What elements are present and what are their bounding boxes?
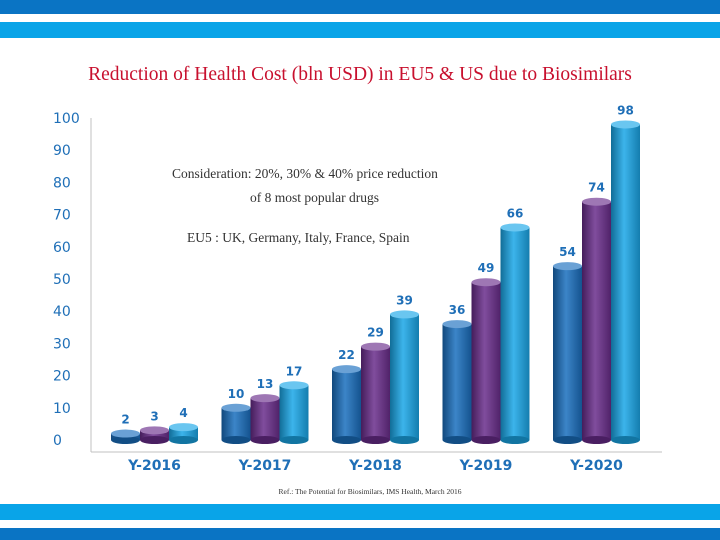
x-category-label: Y-2017 <box>238 458 292 474</box>
bar-base <box>111 436 140 444</box>
bar-base <box>361 436 390 444</box>
bar-y-2018-2 <box>361 346 390 440</box>
bar-y-2017-3 <box>279 385 309 440</box>
data-label: 98 <box>617 103 634 117</box>
y-tick-label: 90 <box>53 143 71 159</box>
y-tick-label: 100 <box>53 111 80 127</box>
bar-base <box>553 436 582 444</box>
data-label: 4 <box>179 406 187 420</box>
x-category-label: Y-2016 <box>127 458 181 474</box>
note-eu5-countries: EU5 : UK, Germany, Italy, France, Spain <box>187 230 410 245</box>
data-label: 29 <box>367 326 384 340</box>
bar-base <box>140 436 169 444</box>
bar-top-cap <box>111 429 140 438</box>
bar-y-2019-2 <box>471 282 501 440</box>
chart-title: Reduction of Health Cost (bln USD) in EU… <box>88 64 632 85</box>
bar-base <box>390 436 419 444</box>
bar-top-cap <box>361 342 390 351</box>
bar-base <box>611 436 640 444</box>
bar-y-2017-1 <box>221 407 251 440</box>
data-label: 3 <box>150 409 158 423</box>
bar-base <box>250 436 280 444</box>
y-tick-label: 10 <box>53 401 71 417</box>
bottom-band-light <box>0 504 720 520</box>
bar-top-cap <box>279 381 309 390</box>
bar-y-2017-2 <box>250 398 280 440</box>
bar-top-cap <box>332 365 361 374</box>
data-label: 74 <box>588 181 605 195</box>
data-label: 10 <box>228 387 245 401</box>
bar-top-cap <box>582 197 611 206</box>
y-tick-label: 50 <box>53 272 71 288</box>
data-label: 17 <box>286 364 303 378</box>
bar-base <box>221 436 251 444</box>
y-tick-label: 40 <box>53 304 71 320</box>
note-drugs: of 8 most popular drugs <box>250 190 379 205</box>
y-tick-label: 70 <box>53 208 71 224</box>
bar-top-cap <box>442 320 472 329</box>
bar-base <box>332 436 361 444</box>
bar-y-2020-1 <box>553 266 582 440</box>
bar-top-cap <box>390 310 419 319</box>
bar-y-2019-3 <box>500 227 530 440</box>
bar-top-cap <box>553 262 582 271</box>
data-label: 13 <box>257 377 274 391</box>
note-consideration: Consideration: 20%, 30% & 40% price redu… <box>172 166 438 181</box>
bar-y-2020-3 <box>611 124 640 440</box>
data-label: 66 <box>507 206 524 220</box>
bar-y-2018-1 <box>332 369 361 440</box>
x-category-label: Y-2018 <box>348 458 402 474</box>
bar-y-2020-2 <box>582 201 611 440</box>
x-category-label: Y-2019 <box>459 458 513 474</box>
y-tick-label: 30 <box>53 336 71 352</box>
bottom-band-dark <box>0 528 720 540</box>
bar-top-cap <box>611 120 640 129</box>
y-tick-label: 20 <box>53 369 71 385</box>
bar-base <box>582 436 611 444</box>
bar-base <box>442 436 472 444</box>
bar-base <box>279 436 309 444</box>
bar-top-cap <box>169 423 198 432</box>
x-category-label: Y-2020 <box>569 458 623 474</box>
bar-top-cap <box>471 278 501 287</box>
reference-note: Ref.: The Potential for Biosimilars, IMS… <box>278 487 462 496</box>
bar-top-cap <box>250 394 280 403</box>
bar-y-2018-3 <box>390 314 419 440</box>
bar-top-cap <box>221 403 251 412</box>
data-label: 2 <box>121 413 129 427</box>
y-tick-label: 0 <box>53 433 62 449</box>
data-label: 54 <box>559 245 576 259</box>
y-tick-label: 80 <box>53 175 71 191</box>
bar-top-cap <box>500 223 530 232</box>
data-label: 36 <box>449 303 466 317</box>
data-label: 49 <box>478 261 495 275</box>
bar-base <box>471 436 501 444</box>
data-label: 22 <box>338 348 355 362</box>
y-tick-label: 60 <box>53 240 71 256</box>
top-band-light <box>0 22 720 38</box>
data-label: 39 <box>396 293 413 307</box>
bar-base <box>169 436 198 444</box>
bar-top-cap <box>140 426 169 435</box>
bar-y-2019-1 <box>442 324 472 440</box>
bar-base <box>500 436 530 444</box>
top-band-dark <box>0 0 720 14</box>
bar-y-2016-2 <box>140 430 169 440</box>
